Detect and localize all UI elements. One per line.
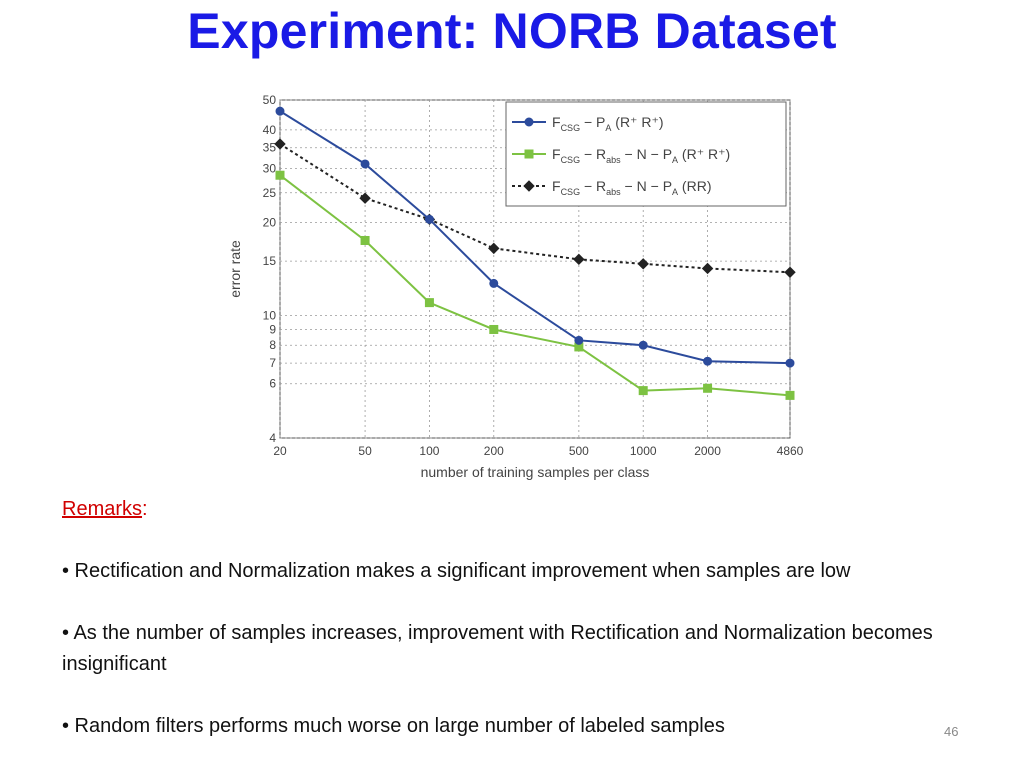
series-line: [279, 110, 791, 365]
legend-box: [505, 101, 787, 207]
y-tick-label: 9: [269, 322, 276, 336]
series-2: [275, 170, 795, 400]
remarks-heading-text: Remarks: [62, 498, 143, 520]
legend-swatch-marker: [523, 180, 535, 192]
legend-entry-1: FCSG − PA (R⁺ R⁺): [512, 114, 664, 133]
data-point: [638, 386, 648, 396]
y-tick-label: 25: [263, 186, 277, 200]
legend: FCSG − PA (R⁺ R⁺) FCSG − Rabs − N − PA (R…: [505, 101, 787, 207]
data-point: [638, 340, 648, 350]
legend-label: FCSG − Rabs − N − PA (RR): [552, 178, 711, 197]
x-tick-label: 500: [569, 444, 589, 458]
x-tick-label: 50: [358, 444, 372, 458]
data-point: [359, 192, 371, 204]
y-tick-label: 15: [263, 254, 277, 268]
legend-label: FCSG − Rabs − N − PA (R⁺ R⁺): [552, 146, 730, 165]
data-point: [703, 383, 713, 393]
y-tick-label: 8: [269, 338, 276, 352]
data-point: [489, 324, 499, 334]
remark-bullet-1: • Rectification and Normalization makes …: [62, 560, 851, 582]
data-point: [489, 278, 499, 288]
remark-bullet-2: • As the number of samples increases, im…: [62, 622, 933, 675]
data-point: [275, 170, 285, 180]
x-tick-labels: 20 50 100 200 500 1000 2000 4860: [273, 444, 803, 458]
remarks-section: Remarks: • Rectification and Normalizati…: [62, 494, 962, 742]
series-layer: [274, 106, 796, 400]
x-tick-label: 100: [419, 444, 439, 458]
x-tick-label: 20: [273, 444, 287, 458]
remark-bullet-3: • Random filters performs much worse on …: [62, 715, 725, 737]
data-point: [274, 138, 286, 150]
y-tick-label: 30: [263, 161, 277, 175]
data-point: [637, 258, 649, 270]
data-point: [360, 159, 370, 169]
data-point: [784, 266, 796, 278]
y-tick-label: 4: [269, 431, 276, 445]
y-tick-label: 35: [263, 141, 277, 155]
remarks-heading: Remarks:: [62, 494, 962, 525]
x-tick-label: 200: [484, 444, 504, 458]
data-point: [785, 358, 795, 368]
slide-title: Experiment: NORB Dataset: [187, 3, 837, 59]
legend-entry-2: FCSG − Rabs − N − PA (R⁺ R⁺): [512, 146, 730, 165]
data-point: [360, 235, 370, 245]
legend-swatch-marker: [524, 117, 534, 127]
data-point: [574, 335, 584, 345]
y-tick-label: 7: [269, 356, 276, 370]
series-line: [279, 143, 791, 274]
x-tick-label: 1000: [630, 444, 657, 458]
page-number: 46: [944, 724, 959, 739]
legend-entry-3: FCSG − Rabs − N − PA (RR): [512, 178, 711, 197]
remarks-heading-colon: :: [142, 498, 148, 520]
y-tick-label: 6: [269, 377, 276, 391]
data-point: [424, 298, 434, 308]
data-point: [703, 356, 713, 366]
legend-swatch-marker: [524, 149, 534, 159]
x-tick-label: 2000: [694, 444, 721, 458]
y-tick-label: 50: [263, 93, 277, 107]
y-tick-label: 20: [263, 216, 277, 230]
series-line: [279, 174, 791, 397]
data-point: [275, 106, 285, 116]
data-point: [573, 253, 585, 266]
y-tick-label: 10: [263, 308, 277, 322]
data-point: [785, 390, 795, 400]
series-1: [275, 106, 795, 368]
data-point: [424, 214, 434, 224]
y-tick-label: 40: [263, 123, 277, 137]
data-point: [701, 262, 714, 275]
data-point: [488, 242, 500, 255]
x-tick-label: 4860: [777, 444, 804, 458]
y-tick-labels: 4 6 7 8 910 15 20 25 30 35 40 50: [263, 93, 277, 445]
x-axis-label: number of training samples per class: [421, 464, 650, 480]
legend-label: FCSG − PA (R⁺ R⁺): [552, 114, 664, 133]
y-axis-label: error rate: [227, 240, 243, 298]
